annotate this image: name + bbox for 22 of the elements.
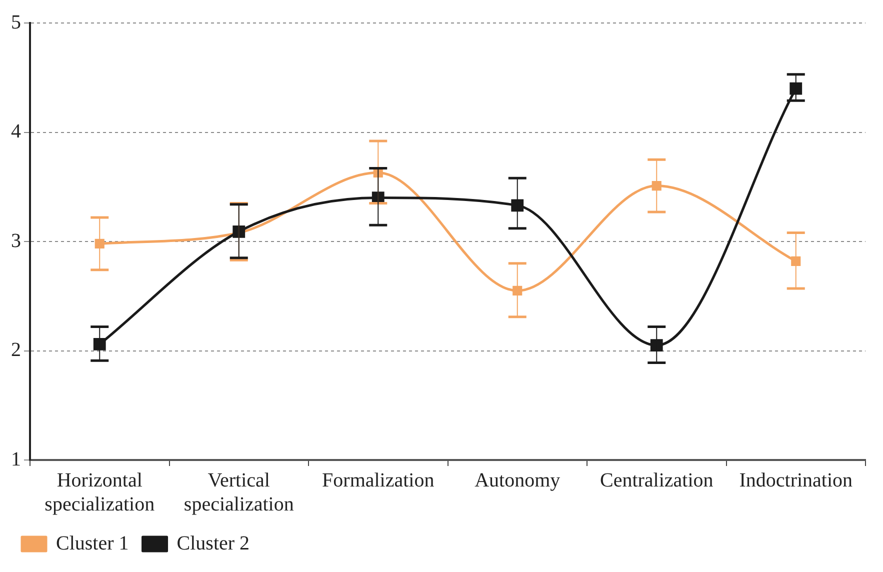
y-tick-label: 5 — [11, 11, 21, 34]
point — [791, 256, 801, 266]
x-tick-label: Vertical specialization — [184, 469, 294, 516]
x-tick-label: Autonomy — [474, 469, 560, 492]
x-tick-label: Centralization — [600, 469, 714, 492]
y-tick-label: 4 — [11, 120, 21, 142]
point — [790, 82, 802, 95]
y-tick-label: 3 — [11, 230, 21, 252]
point — [650, 339, 663, 352]
point — [93, 338, 106, 350]
point — [511, 199, 524, 212]
x-tick-label: Formalization — [322, 469, 434, 492]
legend-label: Cluster 1 — [56, 532, 129, 554]
point — [232, 225, 246, 238]
point — [652, 180, 662, 191]
point — [94, 238, 104, 248]
point — [512, 286, 522, 296]
x-tick-label: Indoctrination — [739, 469, 853, 492]
y-tick-label: 2 — [11, 339, 21, 361]
y-tick-label: 1 — [11, 448, 21, 470]
x-tick-label: Horizontal specialization — [44, 469, 155, 516]
legend-label: Cluster 2 — [176, 532, 250, 554]
